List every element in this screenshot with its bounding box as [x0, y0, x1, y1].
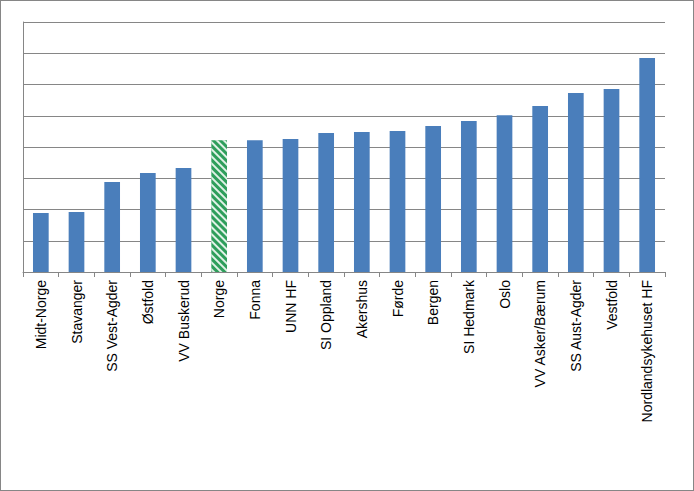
- svg-text:Oslo: Oslo: [497, 280, 513, 309]
- svg-text:Norge: Norge: [211, 280, 227, 318]
- svg-text:SS Vest-Agder: SS Vest-Agder: [104, 280, 120, 372]
- svg-text:VV Asker/Bærum: VV Asker/Bærum: [532, 280, 548, 387]
- svg-text:Fonna: Fonna: [247, 280, 263, 320]
- svg-text:Østfold: Østfold: [140, 280, 156, 324]
- svg-text:Stavanger: Stavanger: [69, 280, 85, 344]
- svg-text:Bergen: Bergen: [425, 280, 441, 325]
- svg-text:Vestfold: Vestfold: [604, 280, 620, 330]
- svg-text:Akershus: Akershus: [354, 280, 370, 338]
- svg-text:SI Oppland: SI Oppland: [318, 280, 334, 350]
- svg-text:UNN HF: UNN HF: [283, 280, 299, 333]
- svg-text:Førde: Førde: [390, 280, 406, 318]
- svg-text:SI Hedmark: SI Hedmark: [461, 279, 477, 354]
- svg-text:SS Aust-Agder: SS Aust-Agder: [568, 280, 584, 372]
- svg-text:VV Buskerud: VV Buskerud: [176, 280, 192, 362]
- svg-text:Midt-Norge: Midt-Norge: [33, 280, 49, 349]
- svg-text:Nordlandsykehuset HF: Nordlandsykehuset HF: [639, 280, 655, 422]
